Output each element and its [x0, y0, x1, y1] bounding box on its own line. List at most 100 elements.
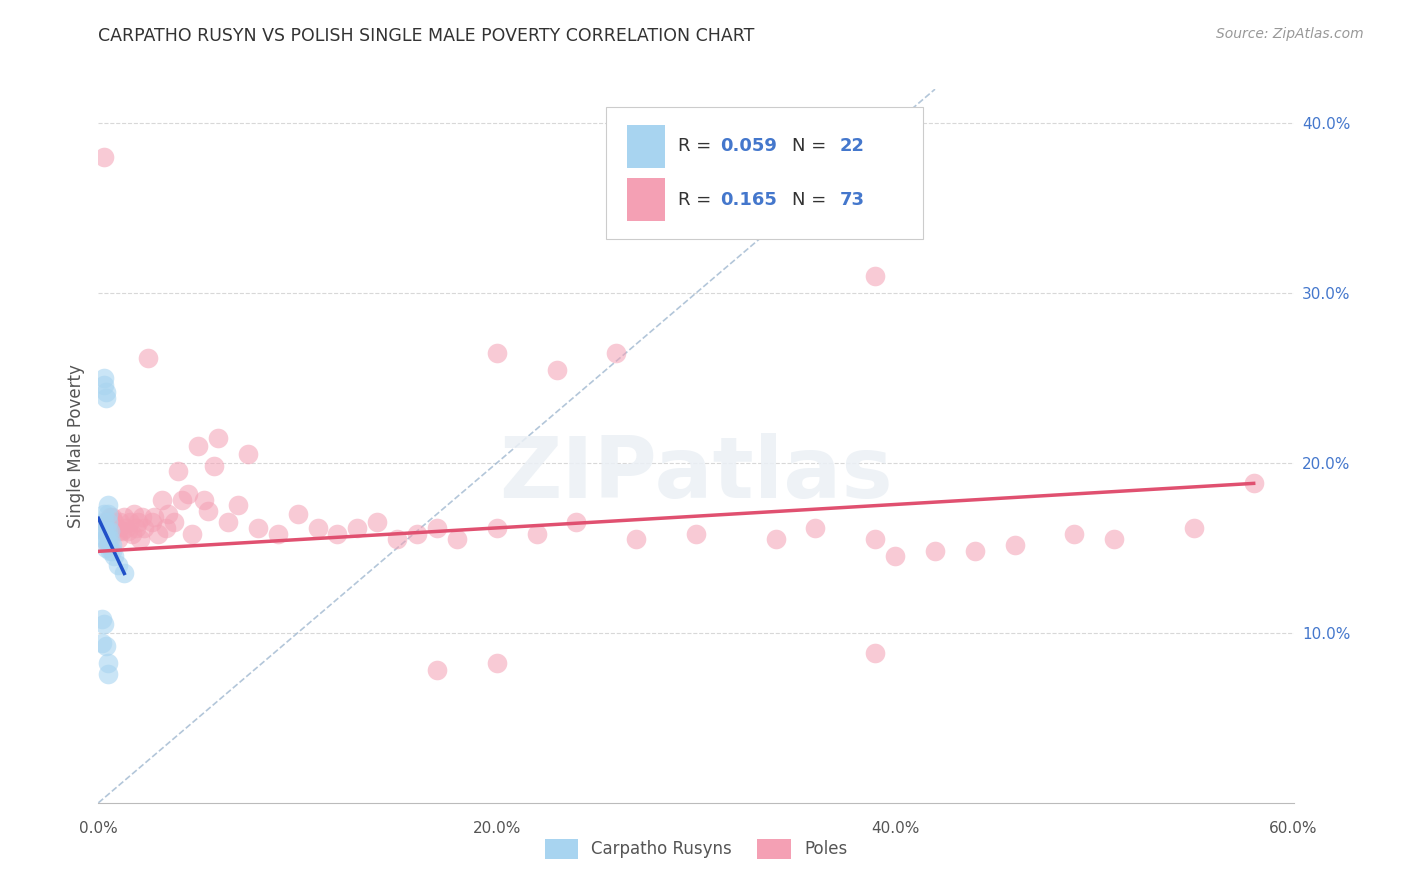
- Point: [963, 544, 986, 558]
- Point: [485, 657, 508, 671]
- Bar: [627, 178, 665, 221]
- Y-axis label: Single Male Poverty: Single Male Poverty: [66, 364, 84, 528]
- Text: ZIPatlas: ZIPatlas: [499, 433, 893, 516]
- Point: [97, 524, 120, 538]
- Text: N =: N =: [792, 191, 831, 209]
- Text: 20.0%: 20.0%: [472, 821, 522, 836]
- Point: [157, 507, 180, 521]
- Bar: [627, 125, 665, 168]
- Point: [187, 439, 209, 453]
- Point: [96, 516, 118, 530]
- Point: [172, 493, 194, 508]
- Point: [93, 524, 115, 538]
- Point: [97, 527, 120, 541]
- Legend: Carpatho Rusyns, Poles: Carpatho Rusyns, Poles: [538, 832, 853, 866]
- Text: 73: 73: [839, 191, 865, 209]
- Point: [101, 544, 124, 558]
- Point: [526, 527, 548, 541]
- Point: [426, 663, 449, 677]
- Point: [93, 371, 115, 385]
- Point: [426, 520, 449, 534]
- Point: [148, 527, 170, 541]
- Point: [226, 499, 249, 513]
- Text: 0.165: 0.165: [720, 191, 776, 209]
- Point: [366, 516, 388, 530]
- Point: [605, 345, 627, 359]
- Point: [97, 537, 120, 551]
- Text: R =: R =: [678, 137, 717, 155]
- Point: [96, 640, 118, 654]
- Point: [105, 520, 128, 534]
- Text: Source: ZipAtlas.com: Source: ZipAtlas.com: [1216, 27, 1364, 41]
- Point: [93, 617, 115, 632]
- Point: [865, 646, 887, 660]
- Point: [141, 516, 163, 530]
- Text: 40.0%: 40.0%: [870, 821, 920, 836]
- Point: [98, 510, 122, 524]
- Point: [125, 520, 148, 534]
- Point: [1104, 533, 1126, 547]
- Point: [134, 520, 156, 534]
- Point: [485, 520, 508, 534]
- Point: [236, 448, 259, 462]
- Point: [120, 516, 142, 530]
- Point: [884, 549, 907, 564]
- Point: [1004, 537, 1026, 551]
- Point: [112, 510, 135, 524]
- Point: [127, 516, 149, 530]
- Point: [385, 533, 409, 547]
- Text: R =: R =: [678, 191, 717, 209]
- Point: [207, 430, 229, 444]
- Point: [287, 507, 309, 521]
- FancyBboxPatch shape: [606, 107, 922, 239]
- Point: [685, 527, 707, 541]
- Point: [97, 666, 120, 681]
- Point: [202, 459, 225, 474]
- Point: [101, 520, 124, 534]
- Point: [406, 527, 429, 541]
- Point: [91, 636, 114, 650]
- Point: [96, 533, 118, 547]
- Point: [167, 465, 190, 479]
- Point: [98, 520, 122, 534]
- Point: [98, 524, 122, 538]
- Point: [546, 362, 568, 376]
- Point: [565, 516, 588, 530]
- Point: [107, 533, 129, 547]
- Text: 60.0%: 60.0%: [1270, 821, 1317, 836]
- Text: 0.0%: 0.0%: [79, 821, 118, 836]
- Point: [177, 486, 200, 500]
- Point: [107, 558, 129, 572]
- Point: [97, 507, 120, 521]
- Point: [129, 533, 152, 547]
- Point: [115, 520, 138, 534]
- Point: [150, 493, 173, 508]
- Text: CARPATHO RUSYN VS POLISH SINGLE MALE POVERTY CORRELATION CHART: CARPATHO RUSYN VS POLISH SINGLE MALE POV…: [98, 27, 755, 45]
- Point: [626, 533, 648, 547]
- Point: [98, 533, 122, 547]
- Text: 0.059: 0.059: [720, 137, 776, 155]
- Point: [112, 566, 135, 581]
- Point: [246, 520, 269, 534]
- Point: [96, 384, 118, 399]
- Point: [117, 524, 139, 538]
- Point: [181, 527, 204, 541]
- Point: [1182, 520, 1205, 534]
- Point: [924, 544, 946, 558]
- Point: [97, 520, 120, 534]
- Point: [193, 493, 215, 508]
- Point: [326, 527, 349, 541]
- Point: [865, 533, 887, 547]
- Point: [111, 524, 134, 538]
- Point: [267, 527, 290, 541]
- Point: [446, 533, 468, 547]
- Point: [346, 520, 368, 534]
- Text: N =: N =: [792, 137, 831, 155]
- Point: [93, 516, 115, 530]
- Point: [163, 516, 186, 530]
- Point: [96, 392, 118, 406]
- Point: [103, 516, 125, 530]
- Point: [98, 544, 122, 558]
- Point: [97, 499, 120, 513]
- Point: [155, 520, 177, 534]
